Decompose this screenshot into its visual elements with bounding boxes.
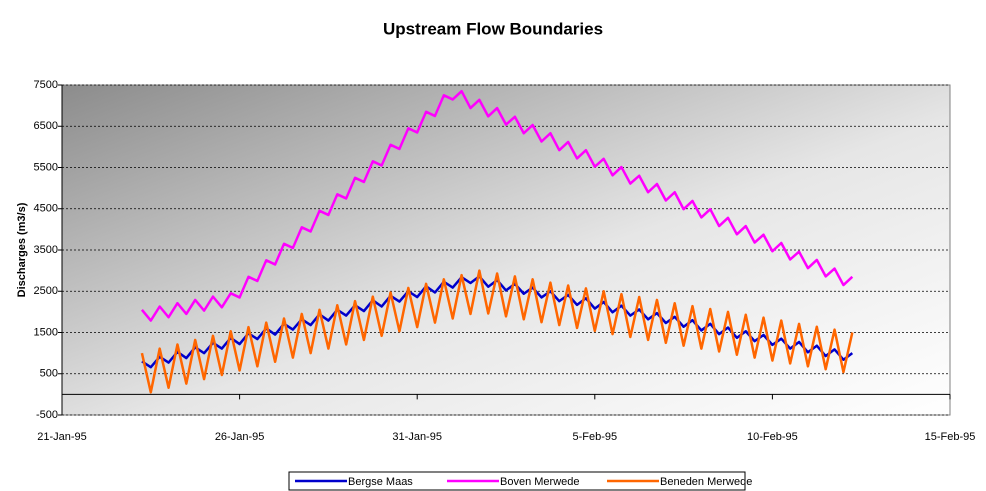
y-tick-label: 7500 [34,79,58,91]
y-tick-label: 5500 [34,161,58,173]
x-tick-label: 15-Feb-95 [925,431,976,443]
legend-label: Bergse Maas [348,476,413,488]
y-tick-label: 1500 [34,326,58,338]
x-tick-label: 5-Feb-95 [572,431,617,443]
y-tick-label: -500 [36,409,58,421]
legend-label: Boven Merwede [500,476,580,488]
series-line [140,269,854,394]
y-tick-label: 2500 [34,285,58,297]
y-tick-label: 6500 [34,120,58,132]
x-tick-label: 26-Jan-95 [215,431,265,443]
chart-title: Upstream Flow Boundaries [383,19,603,38]
y-axis-label: Discharges (m3/s) [16,202,28,297]
series-line [140,89,854,322]
legend-box [288,471,746,491]
legend-label: Beneden Merwede [660,476,752,488]
x-tick-label: 10-Feb-95 [747,431,798,443]
x-tick-label: 21-Jan-95 [37,431,87,443]
y-tick-label: 500 [40,368,58,380]
y-tick-label: 3500 [34,244,58,256]
x-tick-label: 31-Jan-95 [392,431,442,443]
y-tick-label: 4500 [34,203,58,215]
